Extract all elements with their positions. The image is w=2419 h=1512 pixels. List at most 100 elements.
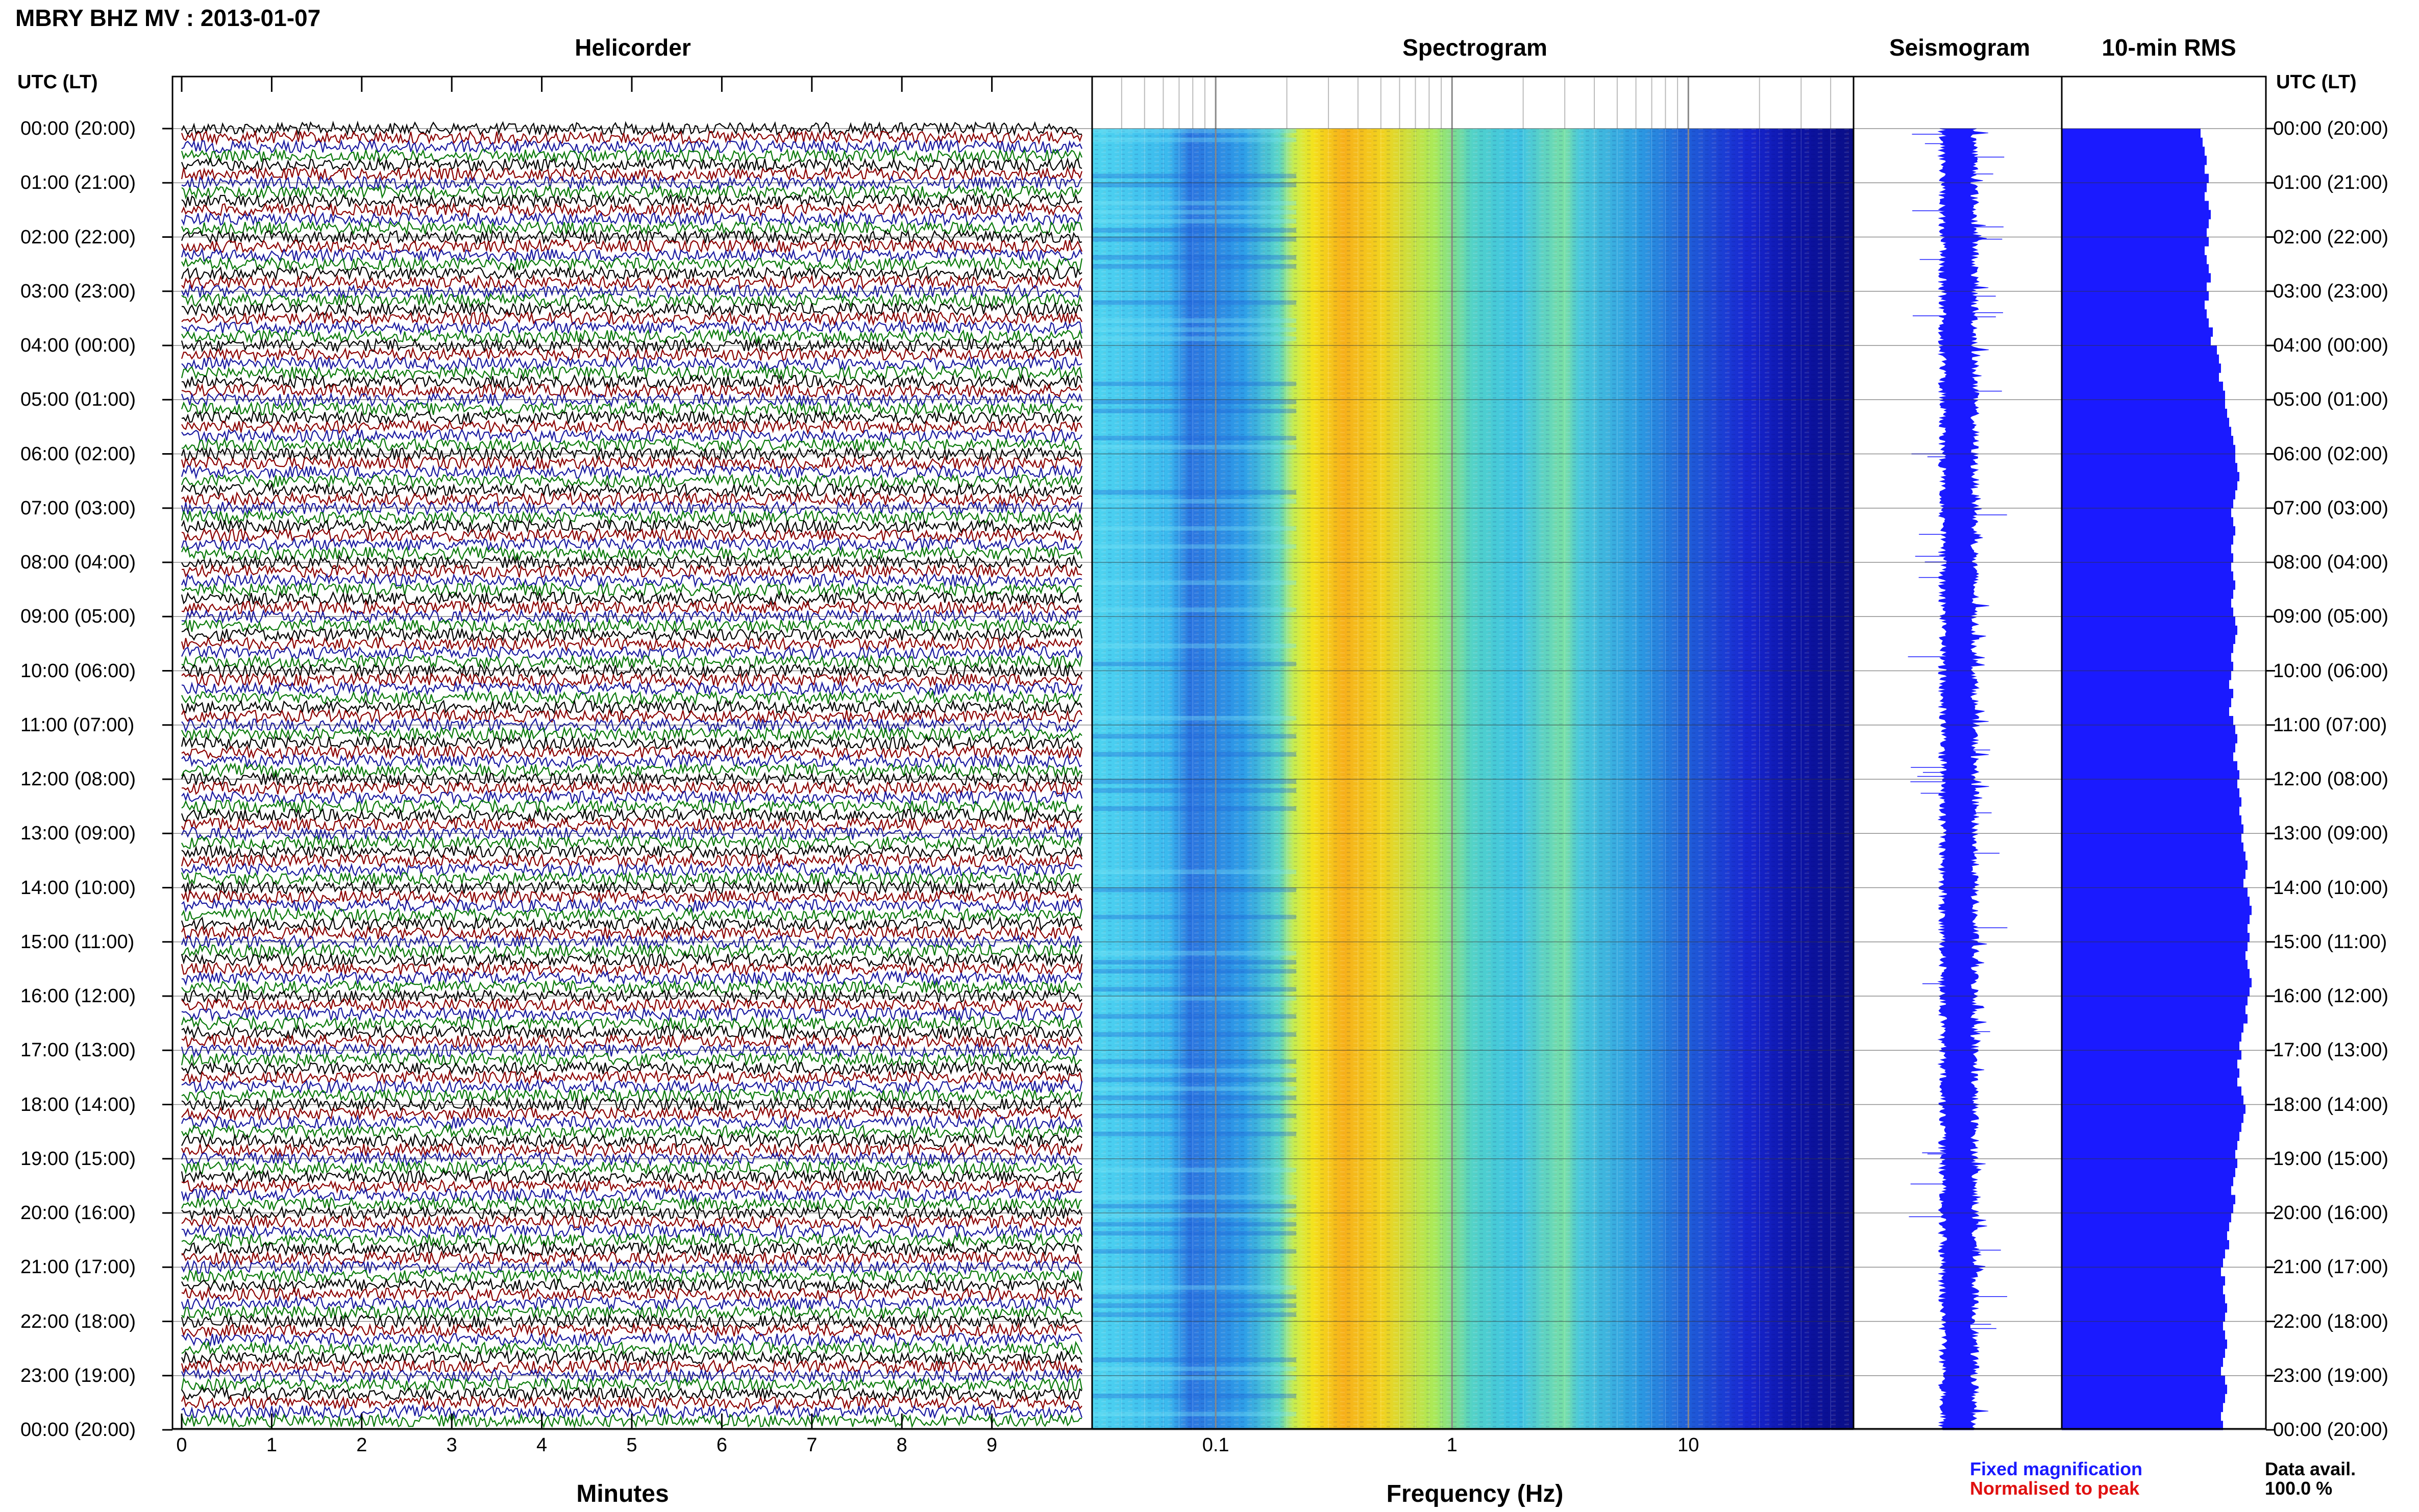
rms-bar [2062, 1231, 2227, 1241]
helicorder-trace [181, 1259, 1082, 1276]
rms-bar [2062, 1222, 2229, 1232]
helicorder-trace [181, 852, 1083, 869]
spectrogram-band [1092, 444, 1296, 450]
rms-bar [2062, 761, 2237, 771]
spectrogram-band [1092, 661, 1296, 666]
helicorder-trace [181, 382, 1083, 399]
rms-bar [2062, 1195, 2235, 1204]
helicorder-trace [181, 192, 1082, 209]
time-label-right: 05:00 (01:00) [2273, 389, 2389, 411]
helicorder-trace [181, 1069, 1083, 1085]
spectrogram-band [1092, 788, 1296, 793]
spectrogram-band [1092, 716, 1296, 721]
rms-bar [2062, 1014, 2248, 1024]
spectrogram-band [1092, 1168, 1296, 1173]
spectrogram-band [1092, 987, 1296, 992]
rms-bar [2062, 743, 2235, 753]
spectrogram-band [1092, 183, 1296, 188]
time-label-left: 08:00 (04:00) [20, 552, 136, 573]
helicorder-trace [181, 437, 1082, 453]
spectrogram-band [1092, 228, 1296, 233]
helicorder-trace [181, 1349, 1083, 1366]
minute-tick-label: 8 [897, 1434, 907, 1456]
spectrogram-band [1092, 318, 1296, 323]
rms-bar [2062, 408, 2227, 418]
rms-bar [2062, 707, 2229, 716]
minute-tick-label: 7 [806, 1434, 817, 1456]
rms-bar [2062, 336, 2211, 346]
helicorder-trace [181, 202, 1082, 218]
rms-bar [2062, 327, 2213, 337]
spectrogram-band [1092, 544, 1296, 549]
time-label-right: 07:00 (03:00) [2273, 497, 2389, 519]
rms-bar [2062, 1285, 2223, 1295]
rms-bar [2062, 291, 2209, 301]
rms-bar [2062, 688, 2233, 699]
time-label-left: 14:00 (10:00) [20, 877, 136, 899]
rms-bar [2062, 661, 2233, 672]
helicorder-trace [181, 1024, 1082, 1040]
rms-bar [2062, 797, 2241, 807]
helicorder-trace [181, 1060, 1082, 1077]
helicorder-trace [181, 491, 1082, 507]
helicorder-trace [181, 1114, 1083, 1131]
rms-bar [2062, 960, 2248, 970]
rms-bar [2062, 246, 2205, 256]
helicorder-trace [181, 906, 1083, 923]
rms-bar [2062, 571, 2233, 581]
rms-bar [2062, 363, 2221, 373]
time-label-left: 15:00 (11:00) [20, 931, 135, 953]
rms-bar [2062, 969, 2250, 979]
time-label-right: 00:00 (20:00) [2273, 1419, 2389, 1441]
helicorder-trace [181, 157, 1082, 173]
helicorder-trace [181, 175, 1082, 191]
rms-bar [2062, 318, 2209, 328]
time-label-left: 05:00 (01:00) [20, 389, 136, 411]
rms-bar [2062, 417, 2229, 427]
rms-bar [2062, 1041, 2239, 1051]
rms-bar [2062, 625, 2237, 635]
helicorder-trace [181, 1376, 1083, 1393]
spectrogram-band [1092, 137, 1296, 142]
rms-bar [2062, 1402, 2223, 1412]
rms-bar [2062, 526, 2235, 536]
time-label-right: 23:00 (19:00) [2273, 1365, 2389, 1386]
time-label-right: 10:00 (06:00) [2273, 660, 2389, 682]
helicorder-trace [181, 1205, 1083, 1222]
rms-bar [2062, 1077, 2237, 1087]
spectrogram-band [1092, 914, 1296, 920]
spectrogram-band [1092, 1095, 1296, 1100]
helicorder-trace [181, 1322, 1082, 1339]
spectrogram-band [1092, 436, 1296, 440]
spectrogram-band [1092, 1294, 1296, 1299]
helicorder-trace [181, 645, 1083, 661]
spectrogram-band [1092, 173, 1296, 179]
helicorder-trace [181, 590, 1082, 606]
spectrogram-band [1092, 1077, 1296, 1082]
spectrogram-band [1092, 1375, 1296, 1380]
helicorder-trace [181, 834, 1083, 851]
helicorder-trace [181, 1087, 1083, 1104]
helicorder-trace [181, 708, 1082, 724]
spectrogram-band [1092, 1032, 1296, 1037]
helicorder-trace [181, 1033, 1083, 1050]
helicorder-trace [181, 789, 1083, 805]
time-label-left: 00:00 (20:00) [20, 118, 136, 139]
helicorder-title: Helicorder [575, 34, 691, 61]
spectrogram-band [1092, 1367, 1296, 1371]
helicorder-trace [181, 1196, 1082, 1212]
rms-bar [2062, 219, 2209, 229]
helicorder-trace [181, 1006, 1083, 1023]
helicorder-trace [181, 960, 1083, 978]
spectrogram-band [1092, 1068, 1296, 1073]
rms-bar [2062, 1213, 2231, 1223]
rms-bar [2062, 716, 2233, 726]
helicorder-trace [181, 1250, 1082, 1267]
time-label-left: 07:00 (03:00) [20, 497, 136, 519]
spectrogram-band [1092, 1195, 1296, 1200]
helicorder-trace [181, 356, 1082, 372]
rms-bar [2062, 1150, 2235, 1159]
helicorder-trace [181, 762, 1082, 779]
rms-bar [2062, 878, 2243, 888]
helicorder-trace [181, 1142, 1083, 1158]
